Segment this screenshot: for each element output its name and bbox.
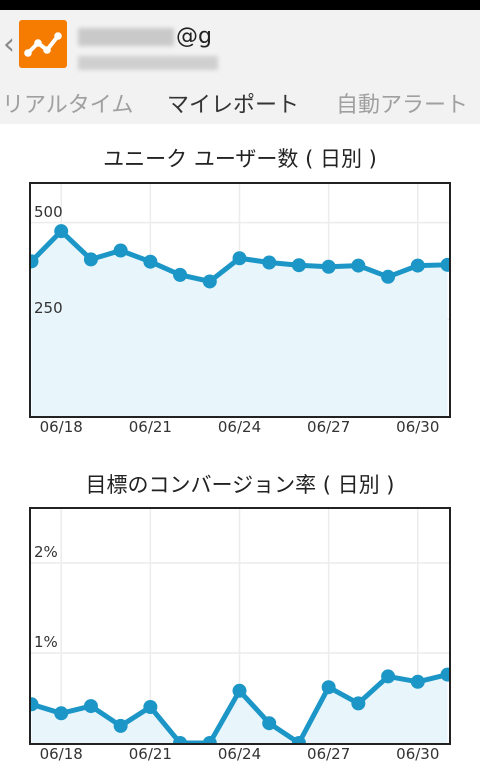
- data-point[interactable]: [321, 680, 336, 695]
- x-tick-label: 06/18: [39, 418, 83, 436]
- data-point[interactable]: [410, 674, 425, 689]
- x-tick-label: 06/24: [217, 745, 262, 763]
- redacted-account-text: [78, 28, 174, 46]
- data-point[interactable]: [291, 736, 306, 743]
- chart-svg: [31, 509, 449, 743]
- data-point[interactable]: [173, 736, 188, 743]
- data-point[interactable]: [440, 257, 450, 272]
- data-point[interactable]: [262, 255, 277, 270]
- tab-bar: リアルタイム マイレポート 自動アラート: [0, 78, 480, 124]
- x-tick-label: 06/21: [128, 745, 172, 763]
- tab-auto-alert[interactable]: 自動アラート: [336, 93, 469, 118]
- x-tick-label: 06/24: [217, 418, 262, 436]
- chart-title-unique-users: ユニーク ユーザー数 ( 日別 ): [103, 147, 377, 171]
- y-tick-label: 2%: [34, 543, 58, 561]
- app-bar: ‹ @g: [0, 10, 480, 78]
- redacted-property-name: [78, 56, 218, 70]
- data-point[interactable]: [54, 706, 69, 721]
- data-point[interactable]: [262, 716, 277, 731]
- data-point[interactable]: [31, 697, 39, 712]
- data-point[interactable]: [321, 259, 336, 274]
- x-tick-label: 06/21: [128, 418, 172, 436]
- x-tick-label: 06/27: [307, 745, 351, 763]
- y-tick-label: 500: [34, 202, 63, 221]
- series-area: [31, 231, 448, 416]
- data-point[interactable]: [232, 683, 247, 698]
- tab-realtime[interactable]: リアルタイム: [2, 93, 134, 118]
- data-point[interactable]: [351, 258, 366, 273]
- x-tick-label: 06/27: [307, 418, 351, 436]
- x-tick-label: 06/18: [39, 745, 83, 763]
- tab-my-report[interactable]: マイレポート: [167, 93, 300, 118]
- data-point[interactable]: [351, 696, 366, 711]
- data-point[interactable]: [113, 243, 128, 258]
- data-point[interactable]: [202, 736, 217, 743]
- data-point[interactable]: [291, 258, 306, 273]
- data-point[interactable]: [143, 254, 158, 269]
- data-point[interactable]: [232, 251, 247, 266]
- y-tick-label: 250: [34, 299, 63, 318]
- data-point[interactable]: [381, 669, 396, 684]
- account-name[interactable]: @g: [78, 24, 212, 49]
- series-area: [31, 674, 448, 743]
- back-chevron-icon[interactable]: ‹: [3, 27, 15, 62]
- data-point[interactable]: [54, 224, 69, 239]
- chart-svg: [31, 184, 449, 416]
- data-point[interactable]: [143, 700, 158, 714]
- data-point[interactable]: [381, 269, 396, 284]
- data-point[interactable]: [410, 258, 425, 273]
- data-point[interactable]: [113, 718, 128, 733]
- chart-goal-conversion-rate: 2% 1%: [29, 507, 451, 745]
- data-point[interactable]: [83, 699, 98, 714]
- data-point[interactable]: [83, 252, 98, 267]
- data-point[interactable]: [440, 667, 450, 682]
- analytics-logo-icon[interactable]: [19, 20, 67, 68]
- chart-title-goal-conversion: 目標のコンバージョン率 ( 日別 ): [85, 473, 395, 497]
- x-tick-label: 06/30: [396, 418, 440, 436]
- chart-unique-users: 500 250: [29, 182, 451, 418]
- data-point[interactable]: [173, 267, 188, 282]
- data-point[interactable]: [202, 274, 217, 289]
- x-tick-label: 06/30: [396, 745, 440, 763]
- status-bar: [0, 0, 480, 10]
- data-point[interactable]: [31, 254, 39, 269]
- account-suffix: @g: [176, 24, 212, 49]
- y-tick-label: 1%: [34, 633, 58, 651]
